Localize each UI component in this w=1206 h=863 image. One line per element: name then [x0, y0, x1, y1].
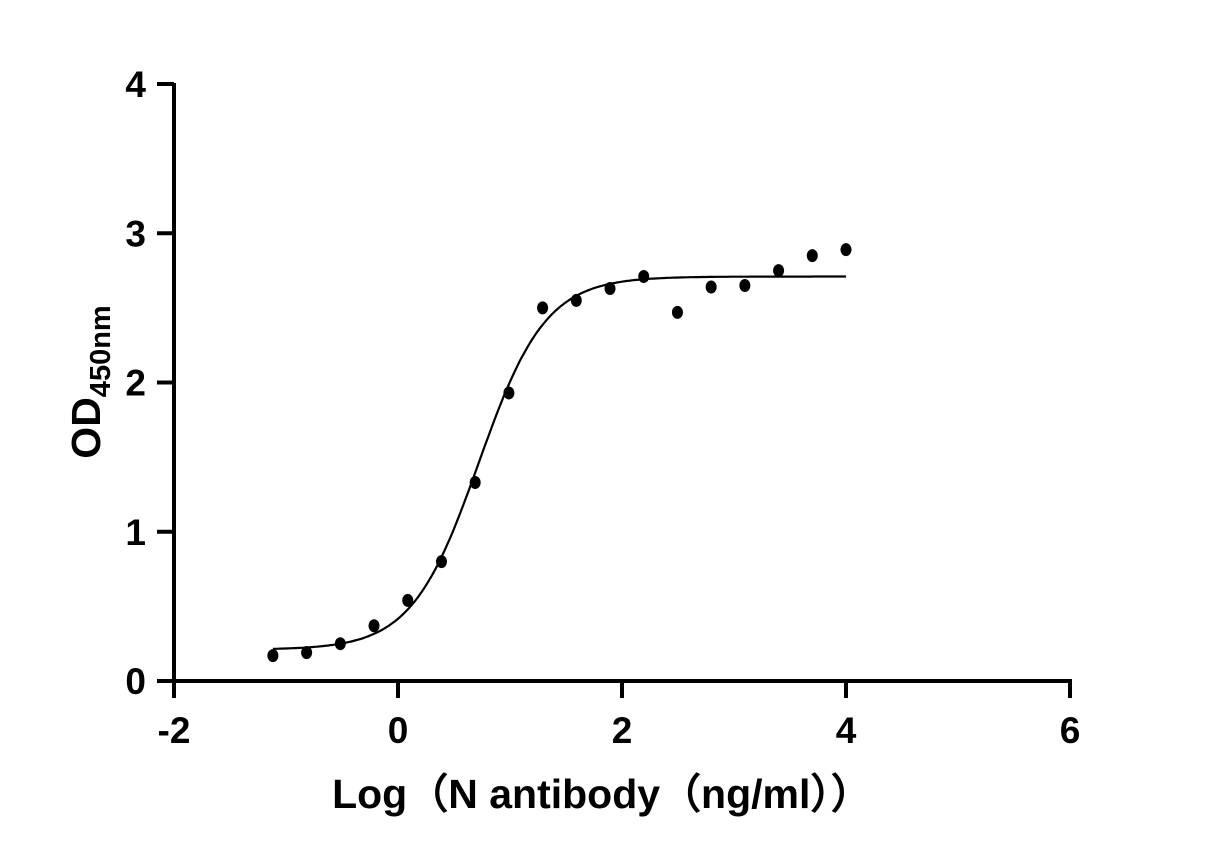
data-point: [604, 281, 616, 295]
y-tick-label: 1: [125, 512, 146, 553]
data-point: [435, 555, 447, 569]
x-tick-label: 0: [388, 710, 409, 751]
data-point: [739, 278, 751, 292]
data-point: [537, 301, 549, 315]
data-point: [773, 264, 785, 278]
data-point: [570, 293, 582, 307]
data-point: [402, 593, 414, 607]
data-point: [267, 649, 279, 663]
axes: -2 0 2 4 6 0 1 2 3 4: [125, 64, 1080, 751]
x-tick-label: 4: [836, 710, 857, 751]
fit-curve: [272, 275, 846, 650]
y-axis-label-main: OD: [63, 397, 109, 459]
y-tick-label: 0: [125, 661, 146, 702]
data-point: [806, 249, 818, 263]
x-axis-label: Log（N antibody（ng/ml））: [332, 771, 872, 817]
data-point: [671, 305, 683, 319]
y-axis-label-subscript: 450nm: [85, 305, 117, 397]
data-point: [840, 243, 852, 257]
y-tick-label: 2: [125, 363, 146, 404]
y-tick-label: 4: [125, 64, 146, 105]
data-point: [301, 646, 313, 660]
data-point: [368, 619, 380, 633]
data-point: [469, 475, 481, 489]
data-point: [503, 386, 515, 400]
x-tick-label: 6: [1060, 710, 1081, 751]
svg-text:OD450nm: OD450nm: [63, 305, 117, 458]
data-point: [638, 270, 650, 284]
x-tick-label: -2: [158, 710, 191, 751]
data-point: [705, 280, 717, 294]
data-point: [334, 637, 346, 651]
data-points: [267, 243, 852, 663]
fit-curve-layer: [272, 275, 846, 650]
y-tick-label: 3: [125, 213, 146, 254]
x-tick-label: 2: [612, 710, 633, 751]
y-axis-label: OD450nm: [63, 305, 117, 458]
